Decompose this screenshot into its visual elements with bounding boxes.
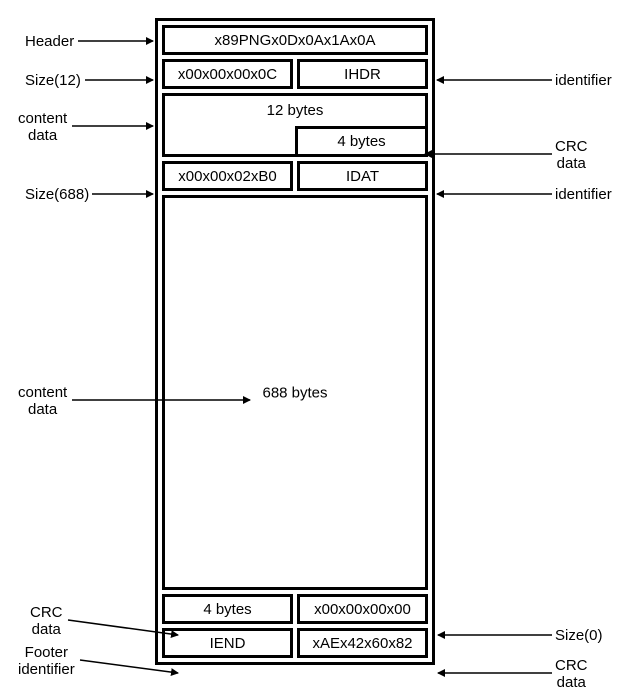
idat-content-label: 688 bytes (262, 384, 327, 401)
ihdr-content-row: 12 bytes 4 bytes (162, 93, 428, 157)
idat-content-block: 688 bytes (162, 195, 428, 590)
iend-identifier: IEND (162, 628, 293, 658)
label-size0: Size(0) (555, 627, 603, 644)
label-identifier-1: identifier (555, 72, 612, 89)
iend-size-hex: x00x00x00x00 (297, 594, 428, 624)
iend-row1: 4 bytes x00x00x00x00 (162, 594, 428, 624)
label-header: Header (25, 33, 74, 50)
label-crc-data-left: CRCdata (30, 604, 63, 639)
ihdr-identifier: IHDR (297, 59, 428, 89)
png-structure-diagram: x89PNGx0Dx0Ax1Ax0A x00x00x00x0C IHDR 12 … (155, 18, 435, 665)
idat-crc-label: 4 bytes (162, 594, 293, 624)
iend-crc-hex: xAEx42x60x82 (297, 628, 428, 658)
label-footer-id: Footeridentifier (18, 644, 75, 679)
ihdr-content-block: 12 bytes 4 bytes (162, 93, 428, 157)
iend-row2: IEND xAEx42x60x82 (162, 628, 428, 658)
label-size12: Size(12) (25, 72, 81, 89)
ihdr-size-id-row: x00x00x00x0C IHDR (162, 59, 428, 89)
header-bytes: x89PNGx0Dx0Ax1Ax0A (162, 25, 428, 55)
ihdr-size-hex: x00x00x00x0C (162, 59, 293, 89)
label-size688: Size(688) (25, 186, 89, 203)
label-content-data-2: contentdata (18, 384, 67, 419)
idat-content-row: 688 bytes (162, 195, 428, 590)
label-crc-data-1: CRCdata (555, 138, 588, 173)
ihdr-crc-label: 4 bytes (295, 126, 425, 154)
idat-size-hex: x00x00x02xB0 (162, 161, 293, 191)
idat-size-id-row: x00x00x02xB0 IDAT (162, 161, 428, 191)
idat-identifier: IDAT (297, 161, 428, 191)
label-identifier-2: identifier (555, 186, 612, 203)
ihdr-content-label: 12 bytes (267, 102, 324, 119)
label-content-data-1: contentdata (18, 110, 67, 145)
header-row: x89PNGx0Dx0Ax1Ax0A (162, 25, 428, 55)
label-crc-data-2: CRCdata (555, 657, 588, 692)
